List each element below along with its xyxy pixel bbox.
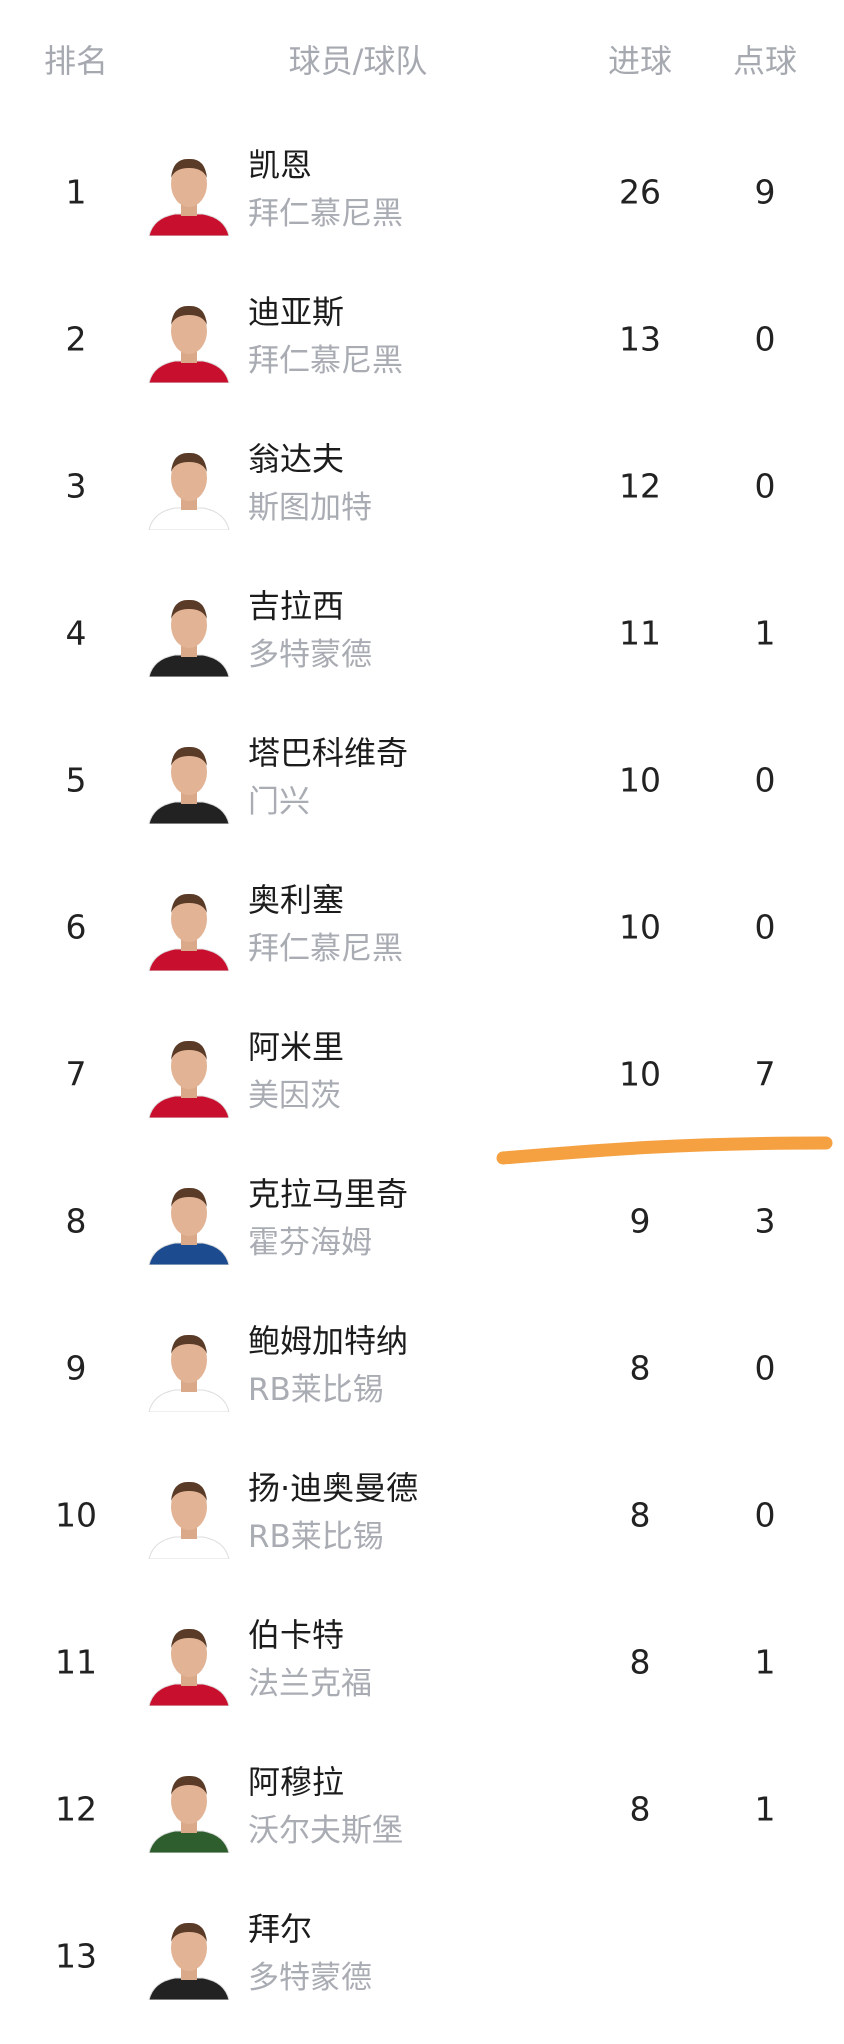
penalties-value: 0 <box>754 466 776 505</box>
player-avatar <box>148 158 230 236</box>
rank: 2 <box>65 319 87 358</box>
penalties-value: 1 <box>754 613 776 652</box>
team-name[interactable]: 法兰克福 <box>248 1666 372 1702</box>
player-name[interactable]: 克拉马里奇 <box>248 1175 409 1213</box>
header-penalties[interactable]: 点球 <box>732 42 798 80</box>
team-name[interactable]: 美因茨 <box>248 1078 341 1114</box>
penalties-value: 7 <box>754 1054 776 1093</box>
rank: 12 <box>55 1789 97 1828</box>
player-row[interactable]: 5 塔巴科维奇 门兴 10 0 <box>0 706 844 853</box>
player-avatar <box>148 452 230 530</box>
rank: 3 <box>65 466 87 505</box>
header-goals[interactable]: 进球 <box>607 42 673 80</box>
team-name[interactable]: 多特蒙德 <box>248 1960 372 1996</box>
player-row[interactable]: 8 克拉马里奇 霍芬海姆 9 3 <box>0 1147 844 1294</box>
player-row[interactable]: 3 翁达夫 斯图加特 12 0 <box>0 412 844 559</box>
rank: 1 <box>65 172 87 211</box>
goals-value: 8 <box>629 1789 651 1828</box>
player-row[interactable]: 9 鲍姆加特纳 RB莱比锡 8 0 <box>0 1294 844 1441</box>
goals-value: 10 <box>619 1054 661 1093</box>
goals-value: 12 <box>619 466 661 505</box>
player-row[interactable]: 13 拜尔 多特蒙德 <box>0 1882 844 2029</box>
player-row[interactable]: 2 迪亚斯 拜仁慕尼黑 13 0 <box>0 265 844 412</box>
team-name[interactable]: 门兴 <box>248 784 310 820</box>
header-rank[interactable]: 排名 <box>43 42 109 80</box>
rank: 4 <box>65 613 87 652</box>
team-name[interactable]: 霍芬海姆 <box>248 1225 372 1261</box>
penalties-value: 0 <box>754 907 776 946</box>
player-name[interactable]: 塔巴科维奇 <box>248 734 409 772</box>
goals-value: 8 <box>629 1642 651 1681</box>
header-player-team: 球员/球队 <box>288 42 428 80</box>
penalties-value: 9 <box>754 172 776 211</box>
player-avatar <box>148 1187 230 1265</box>
player-name[interactable]: 阿穆拉 <box>248 1763 345 1801</box>
team-name[interactable]: 拜仁慕尼黑 <box>248 196 403 232</box>
player-name[interactable]: 扬·迪奥曼德 <box>248 1469 419 1507</box>
rank: 7 <box>65 1054 87 1093</box>
goals-value: 10 <box>619 907 661 946</box>
player-name[interactable]: 凯恩 <box>248 146 313 184</box>
player-avatar <box>148 1481 230 1559</box>
penalties-value: 0 <box>754 1348 776 1387</box>
player-row[interactable]: 11 伯卡特 法兰克福 8 1 <box>0 1588 844 1735</box>
goals-value: 13 <box>619 319 661 358</box>
player-name[interactable]: 伯卡特 <box>248 1616 345 1654</box>
player-row[interactable]: 12 阿穆拉 沃尔夫斯堡 8 1 <box>0 1735 844 1882</box>
goals-value: 8 <box>629 1348 651 1387</box>
player-avatar <box>148 599 230 677</box>
goals-value: 26 <box>619 172 661 211</box>
player-avatar <box>148 1775 230 1853</box>
player-row[interactable]: 10 扬·迪奥曼德 RB莱比锡 8 0 <box>0 1441 844 1588</box>
penalties-value: 0 <box>754 1495 776 1534</box>
team-name[interactable]: 拜仁慕尼黑 <box>248 343 403 379</box>
player-name[interactable]: 鲍姆加特纳 <box>248 1322 409 1360</box>
penalties-value: 1 <box>754 1789 776 1828</box>
goals-value: 8 <box>629 1495 651 1534</box>
player-name[interactable]: 奥利塞 <box>248 881 345 919</box>
rank: 13 <box>55 1936 97 1975</box>
team-name[interactable]: RB莱比锡 <box>248 1519 384 1555</box>
player-row[interactable]: 4 吉拉西 多特蒙德 11 1 <box>0 559 844 706</box>
player-row[interactable]: 6 奥利塞 拜仁慕尼黑 10 0 <box>0 853 844 1000</box>
rank: 9 <box>65 1348 87 1387</box>
player-row[interactable]: 1 凯恩 拜仁慕尼黑 26 9 <box>0 118 844 265</box>
rank: 5 <box>65 760 87 799</box>
team-name[interactable]: 拜仁慕尼黑 <box>248 931 403 967</box>
player-avatar <box>148 1628 230 1706</box>
player-name[interactable]: 吉拉西 <box>248 587 345 625</box>
team-name[interactable]: 多特蒙德 <box>248 637 372 673</box>
player-avatar <box>148 1922 230 2000</box>
penalties-value: 0 <box>754 319 776 358</box>
goals-value: 10 <box>619 760 661 799</box>
penalties-value: 3 <box>754 1201 776 1240</box>
player-avatar <box>148 1040 230 1118</box>
team-name[interactable]: 斯图加特 <box>248 490 372 526</box>
team-name[interactable]: 沃尔夫斯堡 <box>248 1813 403 1849</box>
rank: 8 <box>65 1201 87 1240</box>
player-avatar <box>148 746 230 824</box>
player-name[interactable]: 迪亚斯 <box>248 293 345 331</box>
penalties-value: 0 <box>754 760 776 799</box>
player-row[interactable]: 7 阿米里 美因茨 10 7 <box>0 1000 844 1147</box>
rank: 11 <box>55 1642 97 1681</box>
penalties-value: 1 <box>754 1642 776 1681</box>
player-name[interactable]: 拜尔 <box>248 1910 313 1948</box>
player-name[interactable]: 阿米里 <box>248 1028 345 1066</box>
goals-value: 11 <box>619 613 661 652</box>
team-name[interactable]: RB莱比锡 <box>248 1372 384 1408</box>
player-name[interactable]: 翁达夫 <box>248 440 345 478</box>
player-avatar <box>148 893 230 971</box>
goals-value: 9 <box>629 1201 651 1240</box>
rank: 6 <box>65 907 87 946</box>
rank: 10 <box>55 1495 97 1534</box>
player-avatar <box>148 1334 230 1412</box>
player-avatar <box>148 305 230 383</box>
